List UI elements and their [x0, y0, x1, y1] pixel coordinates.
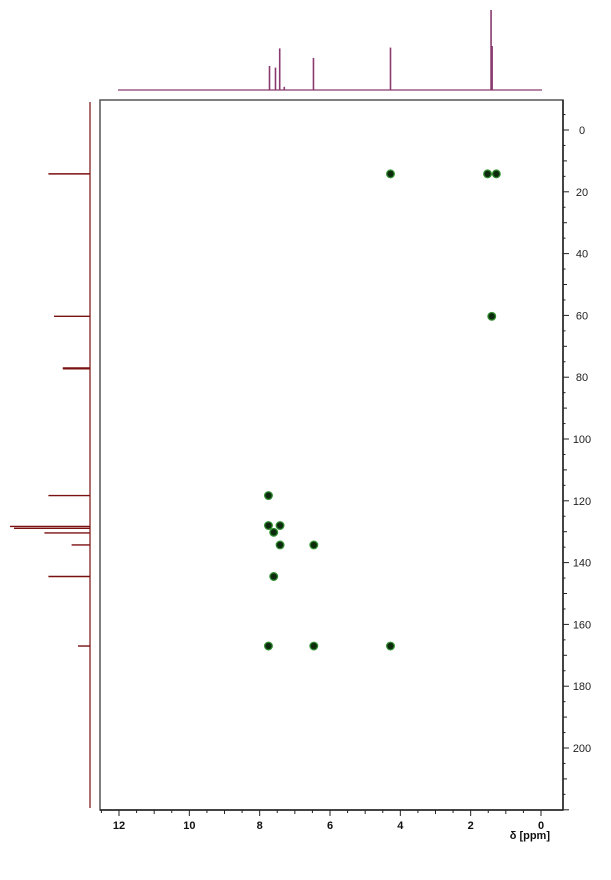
cross-peaks — [264, 169, 501, 651]
x-tick-label: 4 — [397, 820, 404, 832]
y-tick-label: 180 — [573, 681, 591, 693]
x-tick-label: 8 — [257, 820, 263, 832]
x-tick-label: 0 — [538, 820, 544, 832]
cross-peak-point — [269, 572, 279, 581]
plot-frame — [99, 99, 564, 811]
y-tick-label: 60 — [576, 310, 588, 322]
cross-peak-point — [309, 641, 319, 651]
cross-peak-point — [264, 521, 273, 530]
cross-peak-point — [275, 540, 285, 550]
cross-peak-point — [483, 169, 492, 179]
y-tick-label: 40 — [576, 249, 588, 261]
cross-peak-point — [269, 527, 279, 537]
x-axis-title: δ [ppm] — [510, 830, 551, 842]
cross-peak-point — [487, 311, 497, 321]
cross-peak-point — [275, 521, 285, 530]
cross-peak-point — [264, 641, 273, 651]
y-tick-label: 200 — [573, 743, 591, 755]
y-tick-label: 100 — [573, 434, 591, 446]
y-tick-label: 0 — [579, 125, 585, 137]
cross-peak-point — [386, 169, 395, 179]
top-1d-spectrum — [118, 10, 542, 91]
x-tick-label: 6 — [327, 820, 333, 832]
y-tick-label: 140 — [573, 558, 591, 570]
y-tick-label: 160 — [573, 619, 591, 631]
cross-peak-point — [264, 491, 273, 500]
x-tick-label: 10 — [183, 820, 195, 832]
x-tick-label: 12 — [113, 820, 125, 832]
side-1d-spectrum — [10, 102, 91, 808]
cross-peak-point — [491, 169, 501, 179]
cross-peak-point — [386, 641, 395, 651]
x-tick-label: 2 — [468, 820, 474, 832]
y-tick-label: 20 — [576, 187, 588, 199]
y-axis: 0 20 40 60 80 100 120 140 160 180 200 — [562, 100, 591, 811]
y-tick-label: 80 — [576, 372, 588, 384]
x-axis: 12 10 8 6 4 2 0 — [100, 809, 563, 832]
cross-peak-point — [309, 540, 319, 550]
y-tick-label: 120 — [573, 496, 591, 508]
